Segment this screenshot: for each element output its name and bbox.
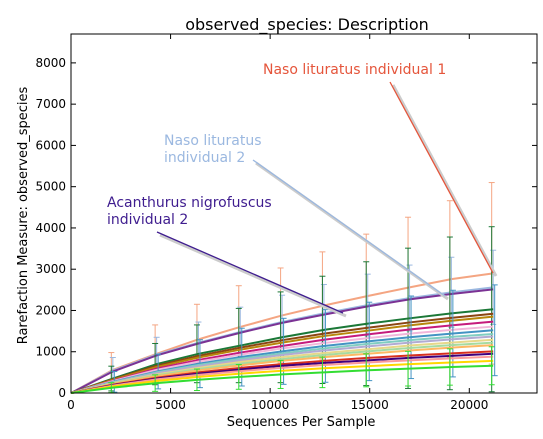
annotation-label: Acanthurus nigrofuscus <box>107 195 272 211</box>
annotation-label: Naso lituratus individual 1 <box>263 62 446 78</box>
x-axis-label: Sequences Per Sample <box>227 415 376 430</box>
series-line <box>70 288 494 394</box>
y-tick-label: 1000 <box>35 345 66 359</box>
y-axis-label: Rarefaction Measure: observed_species <box>16 86 31 344</box>
annotation-arrow-shadow <box>391 84 498 277</box>
y-tick-label: 6000 <box>35 138 66 152</box>
y-tick-label: 0 <box>58 386 66 400</box>
chart-title: observed_species: Description <box>185 15 429 35</box>
annotation-arrow <box>389 81 494 274</box>
series-5 <box>70 315 494 394</box>
series-line <box>70 325 494 394</box>
y-tick-label: 8000 <box>35 56 66 70</box>
series-17 <box>71 359 494 394</box>
y-tick-label: 3000 <box>35 262 66 276</box>
y-tick-label: 7000 <box>35 97 66 111</box>
x-tick-label: 5000 <box>155 398 186 412</box>
y-tick-label: 4000 <box>35 221 66 235</box>
y-tick-label: 5000 <box>35 180 66 194</box>
series-line <box>71 359 494 394</box>
annotation-arrow <box>156 231 344 314</box>
annotation-arrow <box>252 159 446 297</box>
annotations: Naso lituratus individual 1 Naso lituratu… <box>107 62 498 318</box>
plot-area <box>70 182 498 394</box>
x-axis: 0 5000 10000 15000 20000 <box>67 34 488 412</box>
series-line <box>71 355 494 394</box>
series-7 <box>70 325 494 394</box>
y-tick-label: 2000 <box>35 303 66 317</box>
annotation-label: individual 2 <box>107 212 188 228</box>
x-tick-label: 20000 <box>450 398 488 412</box>
x-tick-label: 15000 <box>351 398 389 412</box>
annotation-arrow-shadow <box>159 233 347 318</box>
plot-frame <box>70 33 538 394</box>
series-line <box>70 315 494 394</box>
annotation-label: Naso lituratus <box>164 133 262 149</box>
annotation-arrow-shadow <box>255 161 449 301</box>
x-tick-label: 10000 <box>251 398 289 412</box>
series-16 <box>71 355 494 394</box>
series-line <box>70 308 494 394</box>
y-axis: 0 1000 2000 3000 4000 5000 6000 7000 8000 <box>35 56 537 400</box>
x-tick-label: 0 <box>67 398 75 412</box>
annotation-label: individual 2 <box>164 150 245 166</box>
series-line <box>71 364 494 394</box>
annotation-0: Naso lituratus individual 1 <box>263 62 498 277</box>
series-2 <box>70 288 494 394</box>
